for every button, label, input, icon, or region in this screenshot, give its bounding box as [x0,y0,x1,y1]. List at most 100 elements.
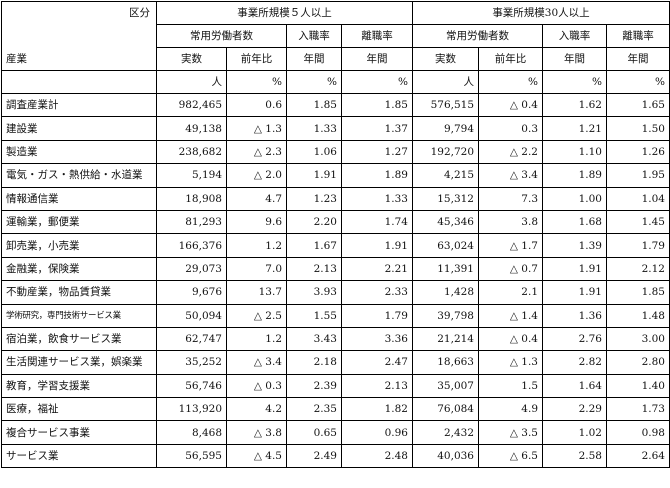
hiring-rate-5-cell: 1.91 [286,163,342,188]
yoy-5-cell: △ 3.8 [226,420,287,445]
separation-rate-5-cell: 1.79 [341,303,413,328]
hiring-rate-30-cell: 1.91 [542,280,607,305]
separation-rate-30-cell: 1.50 [606,116,670,141]
yoy-30-cell: 2.1 [478,280,543,305]
yoy-5-cell: △ 1.3 [226,116,287,141]
separation-rate-5-cell: 1.89 [341,163,413,188]
separation-rate-30-cell: 0.98 [606,420,670,445]
yoy-5-cell: △ 2.3 [226,139,287,165]
industry-name-cell: 建設業 [1,116,157,141]
hiring-rate-30-cell: 1.62 [542,92,607,118]
header-nenkan-r30: 年間 [606,47,670,71]
workers-5-cell: 62,747 [156,326,227,352]
workers-30-cell: 1,428 [412,280,479,305]
yoy-5-cell: 0.6 [226,92,287,118]
industry-name-cell: 宿泊業，飲食サービス業 [1,326,157,352]
header-joyo-5: 常用労働者数 [156,24,287,48]
workers-30-cell: 40,036 [412,443,479,469]
header-sangyo: 産業 [1,47,157,71]
workers-30-cell: 63,024 [412,233,479,258]
hiring-rate-5-cell: 3.43 [286,326,342,352]
header-jissu-5: 実数 [156,47,227,71]
yoy-30-cell: △ 2.2 [478,139,543,165]
workers-30-cell: 192,720 [412,139,479,165]
hiring-rate-5-cell: 1.67 [286,233,342,258]
workers-5-cell: 56,595 [156,443,227,469]
workers-5-cell: 113,920 [156,397,227,422]
table-row: 医療，福祉 113,920 4.2 2.35 1.82 76,084 4.9 2.29 1.73 [1,397,670,422]
table-row: 卸売業，小売業 166,376 1.2 1.67 1.91 63,024 △ 1.7 1.39… [1,233,670,258]
workers-5-cell: 35,252 [156,350,227,375]
workers-5-cell: 49,138 [156,116,227,141]
yoy-30-cell: △ 6.5 [478,443,543,469]
hiring-rate-30-cell: 1.00 [542,186,607,211]
unit-nyushoku-5: % [286,70,342,94]
workers-30-cell: 39,798 [412,303,479,328]
hiring-rate-5-cell: 3.93 [286,280,342,305]
yoy-5-cell: △ 4.5 [226,443,287,469]
header-nenkan-n30: 年間 [542,47,607,71]
hiring-rate-5-cell: 2.13 [286,256,342,282]
header-nenkan-n5: 年間 [286,47,342,71]
yoy-30-cell: △ 3.5 [478,420,543,445]
yoy-5-cell: △ 2.0 [226,163,287,188]
yoy-30-cell: 0.3 [478,116,543,141]
separation-rate-30-cell: 1.65 [606,92,670,118]
table-row: 電気・ガス・熱供給・水道業 5,194 △ 2.0 1.91 1.89 4,215 △ 3.… [1,163,670,188]
hiring-rate-30-cell: 1.64 [542,373,607,399]
hiring-rate-5-cell: 1.55 [286,303,342,328]
unit-zennenhi-5: % [226,70,287,94]
table-row: 調査産業計 982,465 0.6 1.85 1.85 576,515 △ 0.4 1.62 1… [1,92,670,118]
industry-name-cell: 運輸業，郵便業 [1,209,157,235]
header-group-30: 事業所規模30人以上 [412,1,670,25]
industry-name-cell: 生活関連サービス業，娯楽業 [1,350,157,375]
separation-rate-5-cell: 1.27 [341,139,413,165]
workers-30-cell: 576,515 [412,92,479,118]
separation-rate-30-cell: 2.12 [606,256,670,282]
separation-rate-30-cell: 1.26 [606,139,670,165]
separation-rate-30-cell: 1.73 [606,397,670,422]
separation-rate-5-cell: 2.21 [341,256,413,282]
labor-statistics-table: 区分 事業所規模５人以上 事業所規模30人以上 常用労働者数 入職率 離職率 常… [1,1,670,469]
yoy-5-cell: 1.2 [226,326,287,352]
header-joyo-30: 常用労働者数 [412,24,543,48]
unit-rishoku-5: % [341,70,413,94]
yoy-30-cell: 7.3 [478,186,543,211]
hiring-rate-30-cell: 1.91 [542,256,607,282]
table-row: 教育，学習支援業 56,746 △ 0.3 2.39 2.13 35,007 1.5 1.64… [1,373,670,399]
labor-statistics-table-container: 区分 事業所規模５人以上 事業所規模30人以上 常用労働者数 入職率 離職率 常… [1,1,670,469]
workers-30-cell: 9,794 [412,116,479,141]
header-jissu-30: 実数 [412,47,479,71]
table-row: 金融業，保険業 29,073 7.0 2.13 2.21 11,391 △ 0.7 1.91 2… [1,256,670,282]
separation-rate-30-cell: 2.80 [606,350,670,375]
table-row: 生活関連サービス業，娯楽業 35,252 △ 3.4 2.18 2.47 18,663 △ … [1,350,670,375]
yoy-30-cell: △ 3.4 [478,163,543,188]
yoy-5-cell: △ 2.5 [226,303,287,328]
yoy-30-cell: 3.8 [478,209,543,235]
yoy-5-cell: 9.6 [226,209,287,235]
header-rishoku-5: 離職率 [341,24,413,48]
separation-rate-5-cell: 1.85 [341,92,413,118]
units-row: 人 % % % 人 % % % [1,70,670,94]
yoy-30-cell: 1.5 [478,373,543,399]
table-row: 不動産業，物品賃貸業 9,676 13.7 3.93 2.33 1,428 2.1 1.91 1… [1,280,670,305]
workers-30-cell: 15,312 [412,186,479,211]
hiring-rate-5-cell: 1.85 [286,92,342,118]
separation-rate-30-cell: 3.00 [606,326,670,352]
workers-5-cell: 238,682 [156,139,227,165]
industry-name-cell: 学術研究，専門技術サービス業 [1,303,157,328]
separation-rate-5-cell: 1.74 [341,209,413,235]
header-row-1: 区分 事業所規模５人以上 事業所規模30人以上 [1,1,670,25]
workers-5-cell: 8,468 [156,420,227,445]
hiring-rate-30-cell: 2.29 [542,397,607,422]
separation-rate-30-cell: 1.79 [606,233,670,258]
separation-rate-5-cell: 1.91 [341,233,413,258]
header-group-5: 事業所規模５人以上 [156,1,413,25]
table-row: 運輸業，郵便業 81,293 9.6 2.20 1.74 45,346 3.8 1.68 1.4… [1,209,670,235]
yoy-5-cell: △ 3.4 [226,350,287,375]
separation-rate-30-cell: 1.45 [606,209,670,235]
industry-name-cell: 教育，学習支援業 [1,373,157,399]
hiring-rate-5-cell: 2.35 [286,397,342,422]
workers-30-cell: 35,007 [412,373,479,399]
workers-5-cell: 982,465 [156,92,227,118]
